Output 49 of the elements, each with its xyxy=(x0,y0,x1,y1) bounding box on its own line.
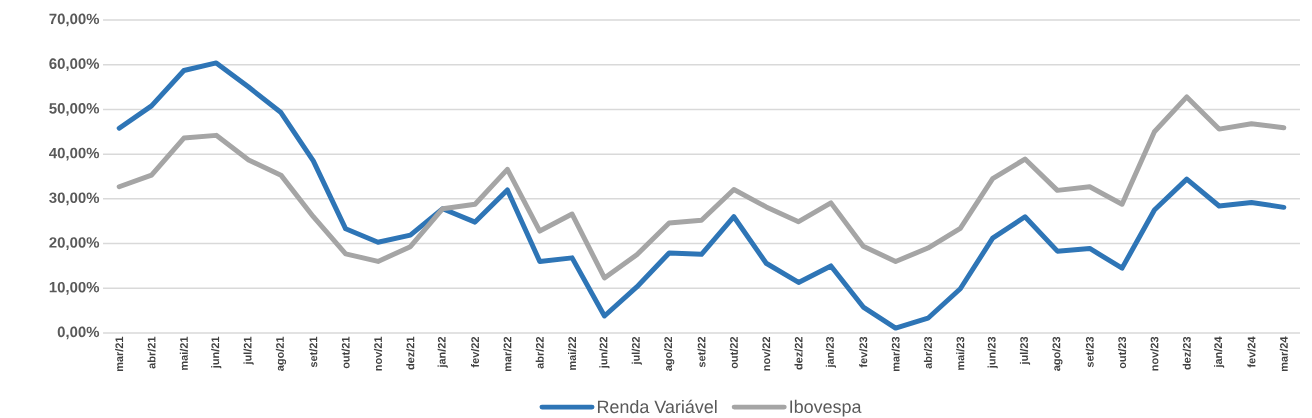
x-tick-label: out/23 xyxy=(1117,336,1127,369)
y-tick-label: 60,00% xyxy=(49,58,100,71)
x-tick-label: jul/21 xyxy=(243,336,254,365)
x-tick-label: jun/23 xyxy=(987,336,998,369)
y-tick-label: 0,00% xyxy=(57,326,100,340)
y-tick-label: 50,00% xyxy=(49,102,100,116)
x-tick-label: set/22 xyxy=(697,336,706,367)
y-tick-label: 20,00% xyxy=(49,236,100,250)
x-tick-label: jan/22 xyxy=(437,336,448,368)
x-tick-label: ago/22 xyxy=(664,336,675,371)
x-tick-label: mar/22 xyxy=(503,336,512,371)
x-tick-label: dez/21 xyxy=(406,336,415,370)
y-tick-label: 70,00% xyxy=(49,13,100,27)
x-tick-label: jan/24 xyxy=(1214,336,1225,368)
x-tick-label: set/23 xyxy=(1085,336,1094,367)
y-tick-label: 10,00% xyxy=(49,281,100,295)
x-tick-label: mar/23 xyxy=(891,336,900,371)
x-tick-label: nov/22 xyxy=(762,336,771,371)
x-tick-label: mai/22 xyxy=(568,336,577,370)
legend-label: Ibovespa xyxy=(790,399,862,417)
x-tick-label: dez/23 xyxy=(1182,336,1191,370)
x-tick-label: mar/21 xyxy=(115,336,124,371)
legend-label: Renda Variável xyxy=(597,399,717,413)
x-tick-label: mar/24 xyxy=(1279,336,1288,371)
x-tick-label: jul/22 xyxy=(631,336,642,365)
x-tick-label: fev/24 xyxy=(1247,336,1256,368)
x-tick-label: jul/23 xyxy=(1019,336,1031,365)
x-tick-label: abr/23 xyxy=(923,336,933,369)
line-series xyxy=(116,60,1287,331)
x-tick-label: jun/22 xyxy=(599,336,610,369)
x-tick-label: out/21 xyxy=(341,336,350,369)
line-series xyxy=(116,94,1287,281)
x-tick-label: abr/22 xyxy=(535,336,544,369)
x-tick-label: jun/21 xyxy=(211,336,222,369)
x-tick-label: mai/21 xyxy=(179,336,188,370)
x-tick-label: mai/23 xyxy=(956,336,965,370)
y-tick-label: 40,00% xyxy=(49,147,100,161)
y-tick-label: 30,00% xyxy=(49,192,100,205)
x-tick-label: ago/21 xyxy=(275,336,287,371)
x-tick-label: out/22 xyxy=(729,336,738,369)
x-tick-label: ago/23 xyxy=(1052,336,1063,371)
x-tick-label: fev/23 xyxy=(859,336,868,368)
x-tick-label: dez/22 xyxy=(794,336,803,370)
x-tick-label: nov/23 xyxy=(1150,336,1159,371)
x-tick-label: abr/21 xyxy=(147,336,156,369)
x-tick-label: set/21 xyxy=(309,336,318,367)
x-tick-label: nov/21 xyxy=(373,336,383,371)
x-tick-label: jan/23 xyxy=(825,336,837,368)
x-tick-label: fev/22 xyxy=(470,336,480,368)
